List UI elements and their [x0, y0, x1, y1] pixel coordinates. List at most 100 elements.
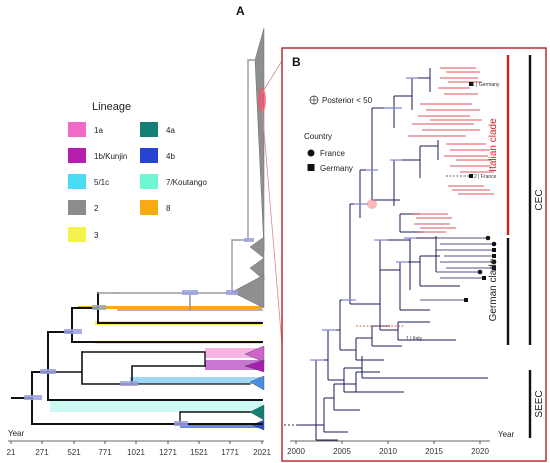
legend-title: Lineage [92, 101, 131, 113]
country-markers [464, 82, 497, 302]
node-bar [92, 305, 106, 310]
german-clade-label: German clade [488, 258, 499, 321]
france-circle-icon [307, 149, 315, 157]
band-lineage-7 [50, 400, 262, 412]
annotation-italy: 1 | Italy [406, 336, 423, 342]
german-tips [420, 237, 494, 301]
germany-marker [492, 248, 496, 252]
france-marker [491, 259, 497, 265]
clade-triangle-mid [249, 236, 265, 259]
legend-swatch-4b [140, 148, 158, 163]
france-marker [485, 235, 491, 241]
axis-b-tick-label: 2020 [471, 447, 489, 456]
panel-a-label: A [236, 4, 245, 18]
legend-label-4a: 4a [166, 126, 175, 135]
legend-swatch-4a [140, 122, 158, 137]
legend-label-3: 3 [94, 231, 99, 240]
clade-triangle-lower [249, 257, 265, 281]
legend-swatch-1b [68, 148, 86, 163]
axis-a-ticks [10, 441, 263, 444]
country-legend: Country France Germany [304, 132, 353, 173]
axis-b-tick-label: 2015 [425, 447, 443, 456]
lineage-1-triangles [244, 345, 265, 431]
france-marker [491, 241, 497, 247]
axis-a-title: Year [8, 429, 25, 438]
posterior-legend: Posterior < 50 [309, 95, 373, 105]
germany-marker [492, 254, 496, 258]
branch-l2-upper [231, 59, 256, 293]
legend-swatch-2 [68, 200, 86, 215]
italian-tips [408, 67, 494, 233]
legend-label-8: 8 [166, 204, 171, 213]
germany-marker [482, 276, 486, 280]
branch-b-lower [380, 255, 460, 341]
band-lineage-1a [205, 348, 262, 358]
axis-b-tick-label: 2010 [379, 447, 397, 456]
branch-b-german-stem [350, 236, 437, 330]
node-bars-b [310, 77, 418, 361]
node-bar [64, 329, 82, 334]
country-label-germany: Germany [320, 164, 353, 173]
legend-swatch-5-1c [68, 174, 86, 189]
lineage-legend: Lineage 1a 1b/Kunjin 5/1c 2 3 4a 4b 7/Ko… [68, 101, 207, 242]
tree-a-branches [11, 59, 263, 425]
annotation-france: 2 | France [474, 174, 497, 180]
legend-label-1a: 1a [94, 126, 103, 135]
band-lineage-1b [205, 360, 262, 370]
node-bar [120, 381, 138, 386]
node-bar [174, 421, 188, 426]
clade-triangle-1a [244, 345, 265, 363]
germany-marker [464, 298, 468, 302]
axis-a-tick-label: 771 [98, 448, 112, 457]
axis-a: Year 21 271 521 771 1021 1271 1521 1771 … [7, 429, 272, 457]
axis-a-tick-label: 271 [35, 448, 49, 457]
axis-a-tick-label: 1771 [221, 448, 239, 457]
legend-label-2: 2 [94, 204, 99, 213]
france-marker [477, 269, 483, 275]
axis-b-title: Year [498, 430, 515, 439]
axis-a-tick-label: 21 [7, 448, 16, 457]
germany-marker [469, 82, 473, 86]
country-legend-title: Country [304, 132, 332, 141]
clade-triangle-top [254, 27, 265, 251]
axis-b-tick-label: 2000 [287, 447, 305, 456]
panel-b-frame [281, 47, 547, 462]
clade-triangle-bottom [231, 274, 265, 309]
cec-label: CEC [534, 189, 545, 210]
germany-square-icon [307, 164, 315, 171]
panel-a: A [7, 4, 291, 457]
node-bar [182, 290, 198, 295]
node-bar [24, 395, 42, 400]
legend-swatch-3 [68, 227, 86, 242]
node-bar [244, 238, 254, 242]
clade-triangle-5-1c [249, 375, 265, 391]
branch-l1 [47, 351, 206, 385]
clade-bars [506, 55, 532, 438]
legend-label-7: 7/Koutango [166, 178, 207, 187]
clade-triangle-1b [244, 359, 265, 373]
italian-clade-label: Italian clade [488, 118, 499, 172]
branch-b-mid2 [380, 199, 424, 233]
node-bar [226, 290, 238, 295]
seec-label: SEEC [534, 390, 545, 417]
axis-b-tick-label: 2005 [333, 447, 351, 456]
branch-l1a [81, 351, 206, 367]
band-lineage-4b [180, 423, 262, 428]
branch-l4 [179, 411, 251, 425]
legend-swatch-1a [68, 122, 86, 137]
country-label-france: France [320, 149, 345, 158]
legend-label-5-1c: 5/1c [94, 178, 109, 187]
node-bars-a [24, 238, 254, 426]
lineage-2-triangles [231, 27, 265, 309]
annotation-germany: 1 | Germany [472, 82, 500, 88]
axis-b: 2000 2005 2010 2015 2020 Year [287, 430, 514, 456]
clade-triangle-4a [249, 404, 265, 421]
panel-b: B Posterior < 50 Country France Germany [281, 47, 547, 462]
branch-b-seec [316, 371, 404, 433]
germany-marker [492, 266, 496, 270]
germany-marker [469, 174, 473, 178]
panel-b-label: B [292, 55, 301, 69]
highlight-node [258, 88, 266, 112]
axis-a-tick-label: 1021 [127, 448, 145, 457]
